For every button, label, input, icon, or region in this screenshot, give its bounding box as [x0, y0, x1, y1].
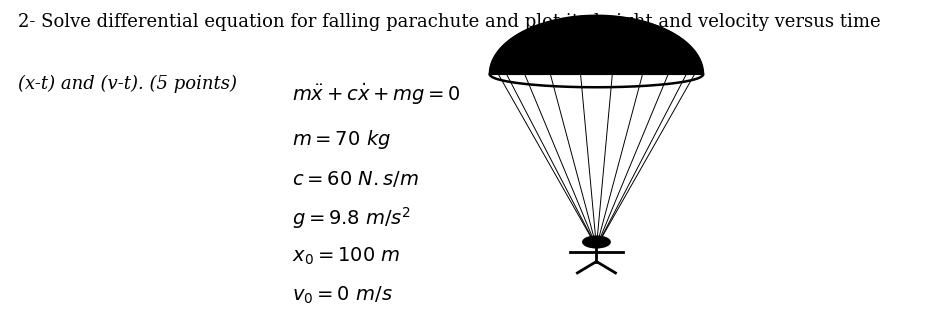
Text: $m\ddot{x} + c\dot{x} + mg = 0$: $m\ddot{x} + c\dot{x} + mg = 0$ [292, 81, 461, 107]
Text: $g = 9.8\ m/s^2$: $g = 9.8\ m/s^2$ [292, 205, 411, 230]
Text: 2- Solve differential equation for falling parachute and plot its height and vel: 2- Solve differential equation for falli… [18, 13, 881, 30]
Polygon shape [490, 16, 703, 74]
Text: $v_0 = 0\ m/s$: $v_0 = 0\ m/s$ [292, 285, 393, 306]
Text: $m = 70\ kg$: $m = 70\ kg$ [292, 128, 391, 151]
Polygon shape [524, 34, 669, 74]
Text: $x_0 = 100\ m$: $x_0 = 100\ m$ [292, 246, 400, 267]
Circle shape [582, 236, 610, 248]
Text: (x-t) and (v-t). (5 points): (x-t) and (v-t). (5 points) [18, 74, 237, 93]
Text: $c = 60\ N.s/m$: $c = 60\ N.s/m$ [292, 168, 419, 189]
